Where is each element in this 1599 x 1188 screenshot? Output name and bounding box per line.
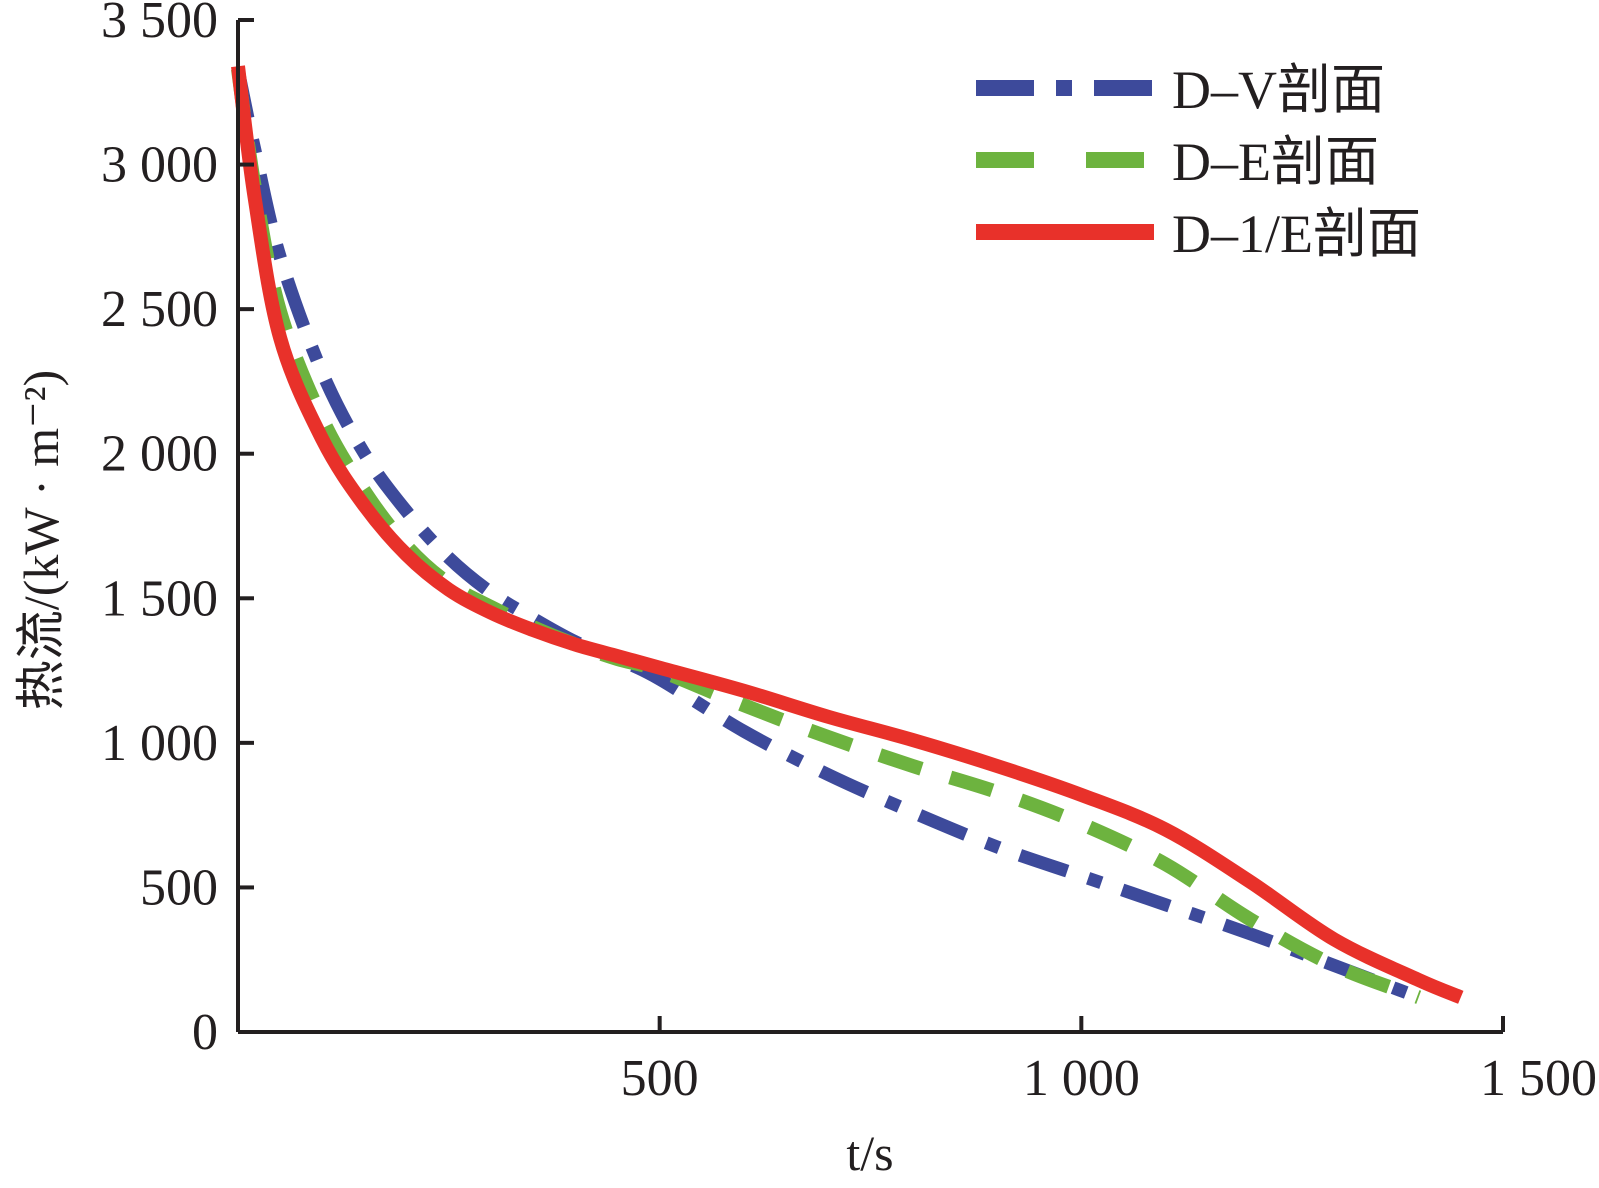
y-tick-label: 2 000: [101, 426, 218, 483]
y-tick-label: 2 500: [101, 281, 218, 338]
y-axis-title: 热流/(kW · m⁻²): [13, 370, 69, 710]
x-tick-label: 1 500: [1480, 1050, 1597, 1107]
x-tick-label: 500: [621, 1050, 699, 1107]
legend: D–V剖面 D–E剖面 D–1/E剖面: [976, 60, 1421, 264]
legend-label: D–V剖面: [1172, 60, 1385, 120]
y-tick-label: 3 500: [101, 0, 218, 49]
legend-label: D–E剖面: [1172, 132, 1379, 192]
y-tick-label: 1 500: [101, 570, 218, 627]
series-line: [231, 65, 1464, 1004]
y-tick-label: 0: [192, 1004, 218, 1061]
y-ticks: 0 500 1 000 1 500 2 000 2 500 3 000 3 500: [101, 0, 254, 1061]
x-axis-title: t/s: [846, 1125, 893, 1181]
axes: [236, 20, 1503, 1034]
legend-label: D–1/E剖面: [1172, 204, 1421, 264]
x-ticks: 500 1 000 1 500: [621, 1016, 1597, 1107]
x-tick-label: 1 000: [1023, 1050, 1140, 1107]
y-tick-label: 500: [140, 859, 218, 916]
y-tick-label: 3 000: [101, 137, 218, 194]
plot-lines: [231, 65, 1464, 1004]
series-line: [231, 67, 1421, 1004]
y-tick-label: 1 000: [101, 715, 218, 772]
